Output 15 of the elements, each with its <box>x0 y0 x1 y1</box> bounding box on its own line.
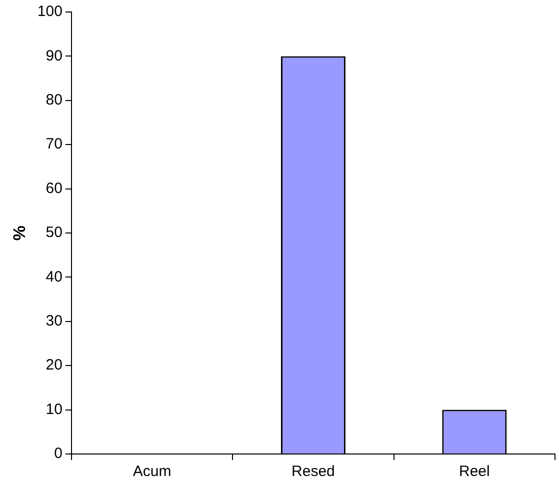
y-tick-label: 20 <box>46 356 62 374</box>
y-tick-label: 30 <box>46 312 62 330</box>
x-tick-label: Acum <box>132 463 172 480</box>
y-tick-label: 0 <box>54 445 62 462</box>
x-tick-label: Reel <box>458 463 490 480</box>
y-tick-label: 80 <box>46 92 62 109</box>
y-tick-label: 60 <box>46 180 62 197</box>
y-tick-label: 90 <box>46 47 62 64</box>
y-tick-label: 10 <box>46 400 62 418</box>
y-tick-label: 40 <box>46 268 62 286</box>
y-tick-label: 50 <box>46 224 62 242</box>
y-axis-title: % <box>10 225 29 241</box>
y-tick-label: 70 <box>46 136 62 153</box>
y-tick-label: 100 <box>37 3 62 20</box>
x-tick-label: Resed <box>292 463 335 480</box>
